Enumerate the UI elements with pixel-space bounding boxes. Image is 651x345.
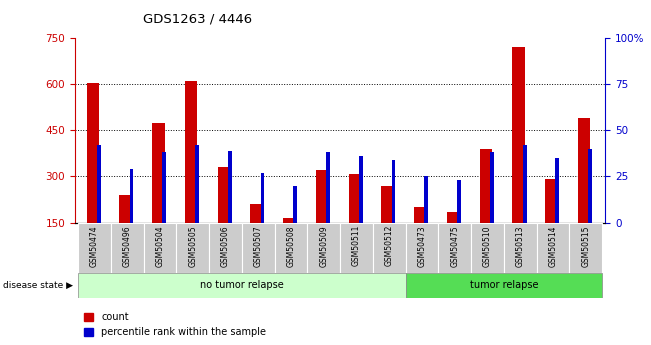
- Bar: [275, 223, 307, 273]
- Text: no tumor relapse: no tumor relapse: [200, 280, 284, 290]
- Bar: [228, 150, 232, 269]
- Bar: [471, 223, 504, 273]
- Bar: [457, 180, 461, 269]
- Text: GSM50507: GSM50507: [254, 225, 263, 267]
- Bar: [217, 167, 230, 269]
- Text: GDS1263 / 4446: GDS1263 / 4446: [143, 12, 253, 25]
- Bar: [480, 149, 492, 269]
- Text: GSM50513: GSM50513: [516, 225, 525, 267]
- Bar: [130, 169, 133, 269]
- Text: GSM50512: GSM50512: [385, 225, 394, 266]
- Text: GSM50514: GSM50514: [549, 225, 557, 267]
- Bar: [512, 47, 525, 269]
- Bar: [242, 223, 275, 273]
- Bar: [119, 195, 132, 269]
- Bar: [578, 118, 590, 269]
- Bar: [523, 145, 527, 269]
- Bar: [349, 174, 361, 269]
- Bar: [490, 152, 493, 269]
- Bar: [326, 152, 330, 269]
- Bar: [162, 152, 166, 269]
- Text: GSM50504: GSM50504: [156, 225, 165, 267]
- Text: GSM50474: GSM50474: [90, 225, 99, 267]
- Bar: [260, 173, 264, 269]
- Bar: [545, 179, 558, 269]
- Bar: [406, 273, 602, 298]
- Text: GSM50496: GSM50496: [123, 225, 132, 267]
- Text: GSM50509: GSM50509: [319, 225, 328, 267]
- Bar: [316, 170, 328, 269]
- Text: GSM50508: GSM50508: [286, 225, 296, 267]
- Text: GSM50505: GSM50505: [188, 225, 197, 267]
- Bar: [78, 223, 111, 273]
- Bar: [152, 122, 165, 269]
- Bar: [570, 223, 602, 273]
- Bar: [424, 176, 428, 269]
- Bar: [307, 223, 340, 273]
- Bar: [251, 204, 263, 269]
- Text: GSM50506: GSM50506: [221, 225, 230, 267]
- Bar: [340, 223, 373, 273]
- Bar: [87, 82, 99, 269]
- Bar: [588, 149, 592, 269]
- Text: GSM50475: GSM50475: [450, 225, 459, 267]
- Text: GSM50510: GSM50510: [483, 225, 492, 267]
- Bar: [209, 223, 242, 273]
- Bar: [176, 223, 209, 273]
- Text: GSM50473: GSM50473: [417, 225, 426, 267]
- Bar: [373, 223, 406, 273]
- Bar: [185, 81, 197, 269]
- Bar: [294, 186, 298, 269]
- Legend: count, percentile rank within the sample: count, percentile rank within the sample: [79, 308, 270, 341]
- Text: tumor relapse: tumor relapse: [469, 280, 538, 290]
- Bar: [447, 212, 460, 269]
- Bar: [406, 223, 438, 273]
- Bar: [111, 223, 144, 273]
- Bar: [391, 160, 396, 269]
- Bar: [144, 223, 176, 273]
- Text: GSM50515: GSM50515: [581, 225, 590, 267]
- Bar: [536, 223, 570, 273]
- Bar: [359, 156, 363, 269]
- Bar: [97, 145, 101, 269]
- Bar: [414, 207, 426, 269]
- Text: GSM50511: GSM50511: [352, 225, 361, 266]
- Bar: [78, 273, 406, 298]
- Bar: [195, 145, 199, 269]
- Text: disease state ▶: disease state ▶: [3, 281, 74, 290]
- Bar: [438, 223, 471, 273]
- Bar: [555, 158, 559, 269]
- Bar: [283, 218, 296, 269]
- Bar: [504, 223, 536, 273]
- Bar: [381, 186, 394, 269]
